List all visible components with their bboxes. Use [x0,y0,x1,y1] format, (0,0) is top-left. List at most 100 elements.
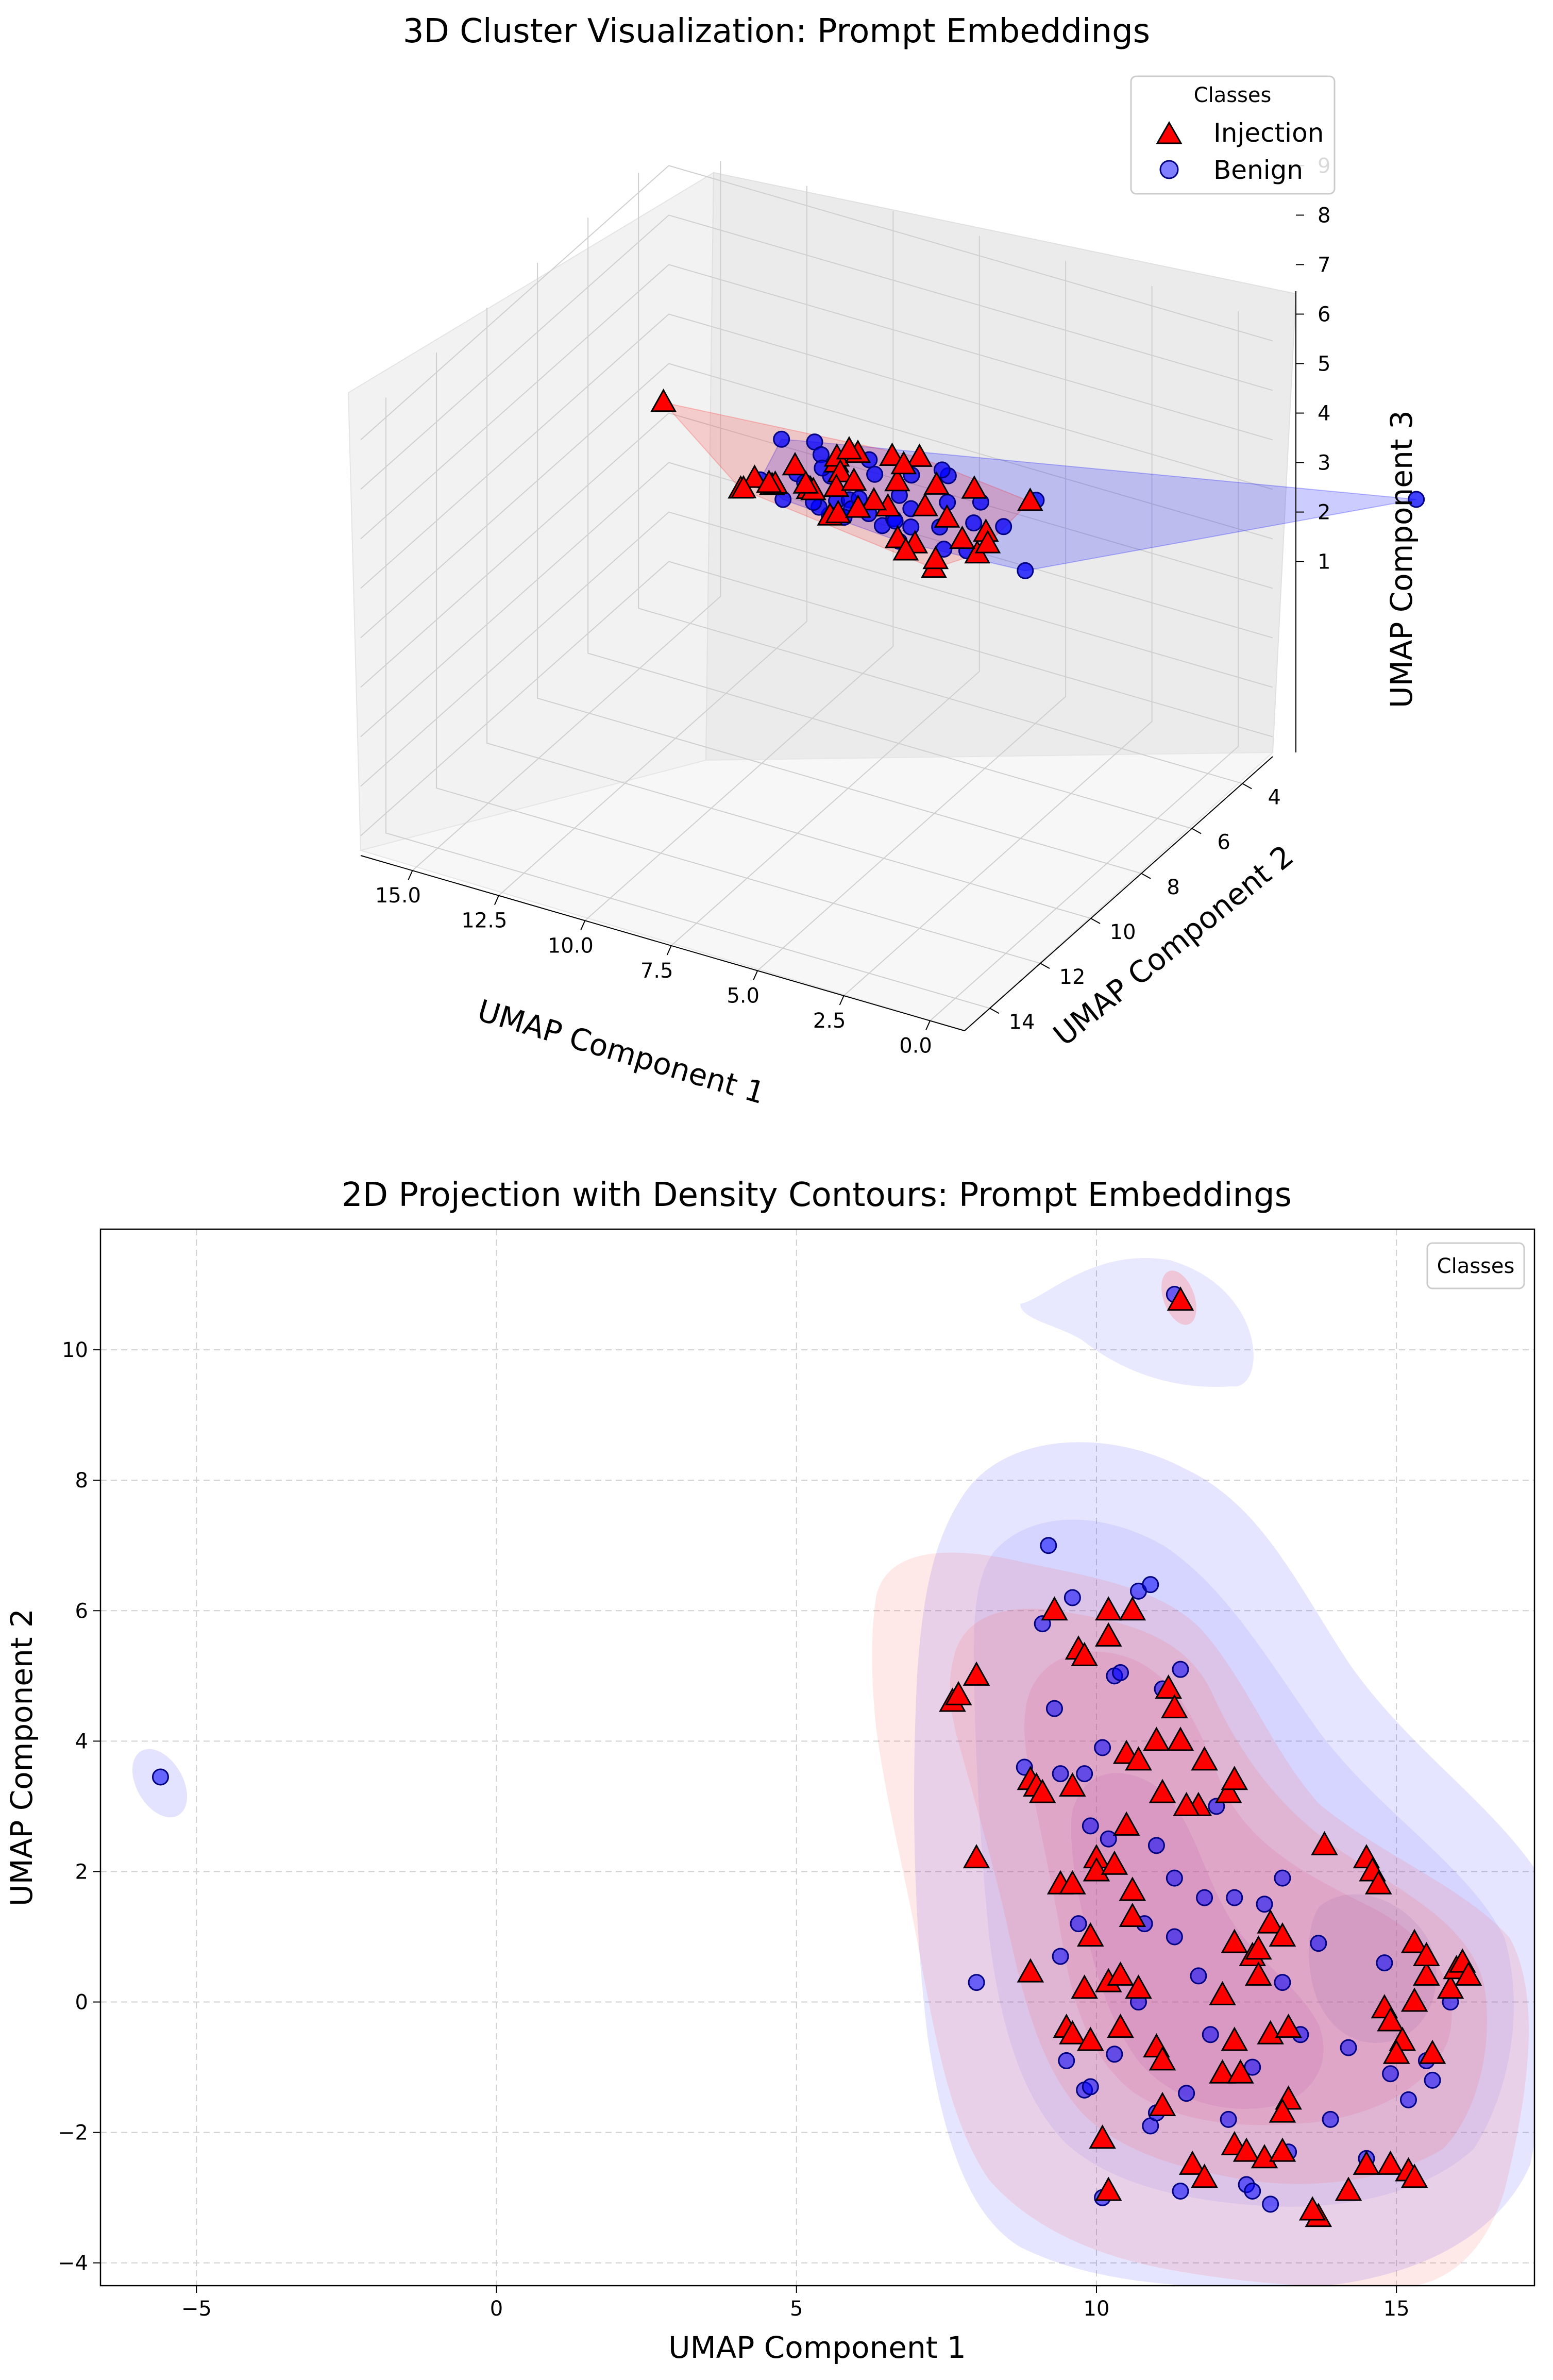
density-contours [132,1258,1534,2286]
point-injection-2d [1119,1596,1146,1621]
tick-label-x-2d: −5 [181,2297,212,2321]
point-injection-3d [730,475,757,499]
point-injection-3d [974,530,1001,554]
tick-mark-x-3d [925,1020,931,1030]
point-injection-2d [1245,1935,1272,1960]
gridline-y-3d [638,173,1243,784]
gridline-z-3d [360,214,1273,490]
point-benign-2d [1082,1817,1099,1835]
x-axis-label-2d: UMAP Component 1 [668,2330,966,2365]
point-benign-2d [1052,1948,1069,1965]
tick-label-y-3d: 14 [1009,1010,1035,1034]
point-injection-2d [1071,1974,1098,1999]
point-injection-2d [1149,2091,1176,2117]
point-injection-3d [961,475,988,499]
point-injection-2d [1149,2046,1176,2071]
gridline-x-3d [412,161,721,871]
point-injection-2d [1437,1974,1464,1999]
point-benign-3d [866,465,884,483]
gridline-x-3d [498,186,807,896]
point-benign-2d [151,1768,169,1786]
tick-label-y-2d: −4 [58,2252,88,2275]
tick-label-z-3d: 5 [1318,353,1330,376]
point-benign-2d [1166,1928,1183,1946]
point-benign-2d [1070,1915,1087,1933]
ticks-2d: −5 0 5 10 15 −4 −2 0 2 4 6 8 10 [58,1338,1410,2321]
point-injection-3d [782,451,808,476]
point-benign-3d [773,430,790,448]
point-benign-2d [968,1974,985,1991]
point-injection-3d [860,487,887,511]
legend-label-injection-3d: Injection [1213,118,1324,148]
point-injection-2d [1353,2150,1380,2175]
plot-frame-2d [99,1228,1535,2287]
point-injection-2d [1107,1961,1134,1986]
point-injection-3d [879,442,905,466]
tick-label-x-3d: 10.0 [548,934,594,958]
point-injection-3d [923,471,950,495]
point-benign-2d [1376,1954,1393,1972]
tick-label-y-2d: 8 [75,1469,88,1493]
point-injection-2d [1161,1694,1188,1719]
point-injection-3d [741,464,768,488]
grid-2d [100,1229,1534,2286]
point-injection-2d [1221,2026,1248,2051]
gridline-y-3d [385,397,990,1009]
point-injection-3d [884,467,910,492]
tick-label-y-3d: 10 [1110,920,1136,944]
point-injection-2d [1017,1958,1044,1983]
pane-floor [359,751,1274,1032]
point-injection-2d [1173,1791,1200,1816]
point-injection-2d [1269,2137,1296,2162]
point-injection-2d [1269,1922,1296,1947]
point-benign-2d [1112,1664,1129,1681]
tick-mark-x-3d [580,920,586,930]
gridline-x-3d [584,211,894,921]
point-injection-2d [1119,1902,1146,1928]
gridline-x-3d [671,236,980,946]
point-injection-3d [756,469,782,493]
tick-label-y-3d: 12 [1059,965,1086,989]
point-injection-3d [792,470,819,494]
tick-mark-y-3d [1040,963,1050,969]
point-injection-2d [1298,2196,1326,2221]
point-benign-2d [1058,2052,1075,2069]
point-injection-2d [1419,2039,1446,2064]
point-benign-2d [1190,1967,1207,1985]
tick-label-y-3d: 6 [1217,831,1230,854]
point-benign-2d [1106,2046,1123,2063]
point-injection-2d [1221,1766,1248,1790]
gridline-x-3d [757,261,1067,971]
point-benign-2d [1172,2183,1189,2200]
point-injection-2d [1257,2020,1284,2044]
contour-injection-level-4 [1071,1773,1324,2109]
point-injection-2d [1245,1961,1272,1986]
point-injection-3d [836,435,863,460]
tick-mark-y-3d [1090,918,1101,924]
point-benign-2d [1064,1589,1081,1606]
tick-mark-x-3d [666,945,672,956]
chart-title-3d: 3D Cluster Visualization: Prompt Embeddi… [403,12,1150,51]
tick-mark-y-3d [1141,873,1151,879]
point-injection-2d [1077,1922,1104,1947]
point-injection-2d [1167,1286,1194,1311]
tick-mark-x-3d [839,995,845,1005]
point-injection-2d [1178,2150,1206,2175]
point-benign-2d [1310,1935,1327,1952]
tick-label-x-3d: 0.0 [899,1034,932,1058]
point-injection-2d [1143,1727,1170,1751]
point-injection-2d [1059,2020,1086,2044]
point-benign-2d [1340,2039,1357,2056]
point-injection-3d [949,525,975,549]
gridline-y-3d [486,307,1091,919]
point-injection-2d [1377,2007,1404,2032]
point-injection-2d [1083,1857,1110,1882]
legend-label-benign-3d: Benign [1213,155,1303,185]
point-injection-2d [1149,1779,1176,1803]
point-benign-2d [1322,2110,1339,2128]
point-benign-2d [1256,1896,1273,1913]
grid-3d [360,161,1273,1021]
point-injection-2d [1311,1831,1338,1855]
tick-mark-y-3d [1242,783,1252,790]
point-benign-2d [1052,1765,1069,1783]
